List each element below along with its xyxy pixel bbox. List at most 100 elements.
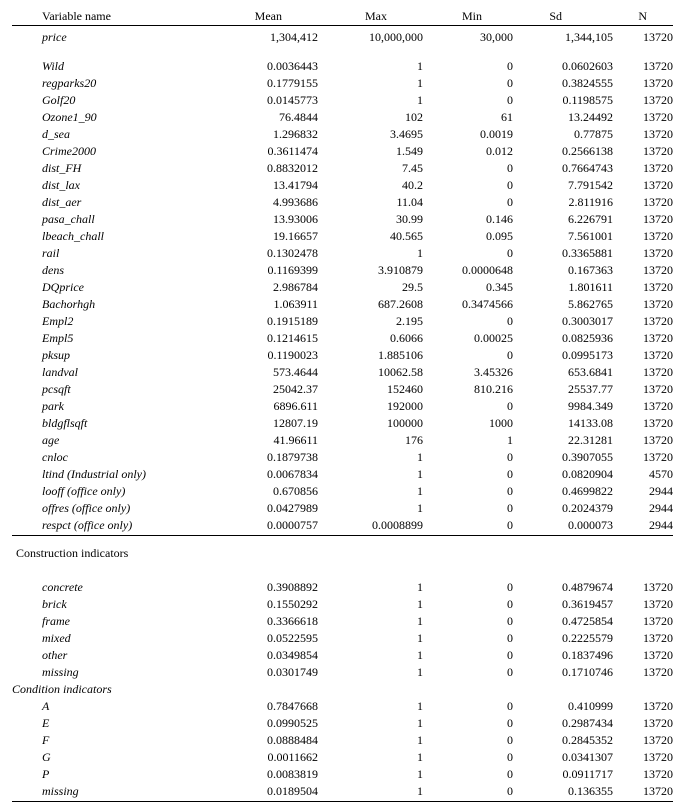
min-cell: 30,000 bbox=[427, 26, 517, 47]
var-cell: G bbox=[12, 749, 212, 766]
sd-cell: 0.0602603 bbox=[517, 58, 617, 75]
min-cell: 0.0000648 bbox=[427, 262, 517, 279]
mean-cell: 0.8832012 bbox=[212, 160, 322, 177]
var-cell: landval bbox=[12, 364, 212, 381]
max-cell: 0.6066 bbox=[322, 330, 427, 347]
sd-cell: 0.000073 bbox=[517, 517, 617, 536]
max-cell: 1 bbox=[322, 75, 427, 92]
table-row: P0.0083819100.091171713720 bbox=[12, 766, 673, 783]
mean-cell: 0.0145773 bbox=[212, 92, 322, 109]
min-cell: 0 bbox=[427, 483, 517, 500]
max-cell: 3.4695 bbox=[322, 126, 427, 143]
max-cell: 1 bbox=[322, 613, 427, 630]
sd-cell: 1,344,105 bbox=[517, 26, 617, 47]
n-cell: 13720 bbox=[617, 109, 673, 126]
max-cell: 1 bbox=[322, 596, 427, 613]
table-row: landval573.464410062.583.45326653.684113… bbox=[12, 364, 673, 381]
table-row: pcsqft25042.37152460810.21625537.7713720 bbox=[12, 381, 673, 398]
mean-cell: 0.0067834 bbox=[212, 466, 322, 483]
sd-cell: 0.4879674 bbox=[517, 579, 617, 596]
var-cell: other bbox=[12, 647, 212, 664]
mean-cell: 12807.19 bbox=[212, 415, 322, 432]
sd-cell: 0.4725854 bbox=[517, 613, 617, 630]
min-cell: 0 bbox=[427, 766, 517, 783]
min-cell: 0 bbox=[427, 313, 517, 330]
table-row: pksup0.11900231.88510600.099517313720 bbox=[12, 347, 673, 364]
sd-cell: 25537.77 bbox=[517, 381, 617, 398]
mean-cell: 0.1302478 bbox=[212, 245, 322, 262]
n-cell: 13720 bbox=[617, 432, 673, 449]
min-cell: 0 bbox=[427, 579, 517, 596]
stats-table: Variable name Mean Max Min Sd N price1,3… bbox=[12, 8, 673, 802]
col-header-min: Min bbox=[427, 8, 517, 26]
mean-cell: 0.0036443 bbox=[212, 58, 322, 75]
mean-cell: 76.4844 bbox=[212, 109, 322, 126]
var-cell: P bbox=[12, 766, 212, 783]
sd-cell: 0.77875 bbox=[517, 126, 617, 143]
min-cell: 1000 bbox=[427, 415, 517, 432]
mean-cell: 0.1779155 bbox=[212, 75, 322, 92]
var-cell: A bbox=[12, 698, 212, 715]
n-cell: 13720 bbox=[617, 732, 673, 749]
min-cell: 61 bbox=[427, 109, 517, 126]
n-cell: 13720 bbox=[617, 143, 673, 160]
sd-cell: 0.1198575 bbox=[517, 92, 617, 109]
table-row: mixed0.0522595100.222557913720 bbox=[12, 630, 673, 647]
min-cell: 0 bbox=[427, 647, 517, 664]
table-header-row: Variable name Mean Max Min Sd N bbox=[12, 8, 673, 26]
n-cell: 13720 bbox=[617, 630, 673, 647]
spacer-row bbox=[12, 567, 673, 579]
max-cell: 1 bbox=[322, 749, 427, 766]
mean-cell: 13.41794 bbox=[212, 177, 322, 194]
sd-cell: 0.3365881 bbox=[517, 245, 617, 262]
max-cell: 1 bbox=[322, 449, 427, 466]
col-header-max: Max bbox=[322, 8, 427, 26]
sd-cell: 0.167363 bbox=[517, 262, 617, 279]
n-cell: 13720 bbox=[617, 228, 673, 245]
sd-cell: 0.3824555 bbox=[517, 75, 617, 92]
min-cell: 0 bbox=[427, 347, 517, 364]
n-cell: 13720 bbox=[617, 664, 673, 681]
mean-cell: 0.0011662 bbox=[212, 749, 322, 766]
construction-section: Construction indicators bbox=[12, 536, 673, 568]
n-cell: 13720 bbox=[617, 58, 673, 75]
mean-cell: 0.1190023 bbox=[212, 347, 322, 364]
mean-cell: 0.3366618 bbox=[212, 613, 322, 630]
sd-cell: 0.2566138 bbox=[517, 143, 617, 160]
max-cell: 1 bbox=[322, 732, 427, 749]
n-cell: 2944 bbox=[617, 483, 673, 500]
max-cell: 40.2 bbox=[322, 177, 427, 194]
n-cell: 13720 bbox=[617, 766, 673, 783]
mean-cell: 0.0083819 bbox=[212, 766, 322, 783]
sd-cell: 0.3907055 bbox=[517, 449, 617, 466]
table-row: A0.7847668100.41099913720 bbox=[12, 698, 673, 715]
max-cell: 3.910879 bbox=[322, 262, 427, 279]
n-cell: 13720 bbox=[617, 92, 673, 109]
mean-cell: 1.063911 bbox=[212, 296, 322, 313]
sd-cell: 13.24492 bbox=[517, 109, 617, 126]
table-row: pasa_chall13.9300630.990.1466.2267911372… bbox=[12, 211, 673, 228]
sd-cell: 0.410999 bbox=[517, 698, 617, 715]
col-header-mean: Mean bbox=[212, 8, 322, 26]
var-cell: rail bbox=[12, 245, 212, 262]
table-row: bldgflsqft12807.19100000100014133.081372… bbox=[12, 415, 673, 432]
sd-cell: 0.0995173 bbox=[517, 347, 617, 364]
min-cell: 1 bbox=[427, 432, 517, 449]
spacer-row bbox=[12, 46, 673, 58]
max-cell: 1 bbox=[322, 647, 427, 664]
min-cell: 0.095 bbox=[427, 228, 517, 245]
max-cell: 1.549 bbox=[322, 143, 427, 160]
mean-cell: 0.1915189 bbox=[212, 313, 322, 330]
min-cell: 0 bbox=[427, 177, 517, 194]
min-cell: 0 bbox=[427, 749, 517, 766]
n-cell: 13720 bbox=[617, 177, 673, 194]
max-cell: 102 bbox=[322, 109, 427, 126]
n-cell: 2944 bbox=[617, 500, 673, 517]
max-cell: 10062.58 bbox=[322, 364, 427, 381]
table-row: other0.0349854100.183749613720 bbox=[12, 647, 673, 664]
sd-cell: 0.1710746 bbox=[517, 664, 617, 681]
table-row: looff (office only)0.670856100.469982229… bbox=[12, 483, 673, 500]
mean-cell: 6896.611 bbox=[212, 398, 322, 415]
min-cell: 0.3474566 bbox=[427, 296, 517, 313]
min-cell: 0 bbox=[427, 449, 517, 466]
